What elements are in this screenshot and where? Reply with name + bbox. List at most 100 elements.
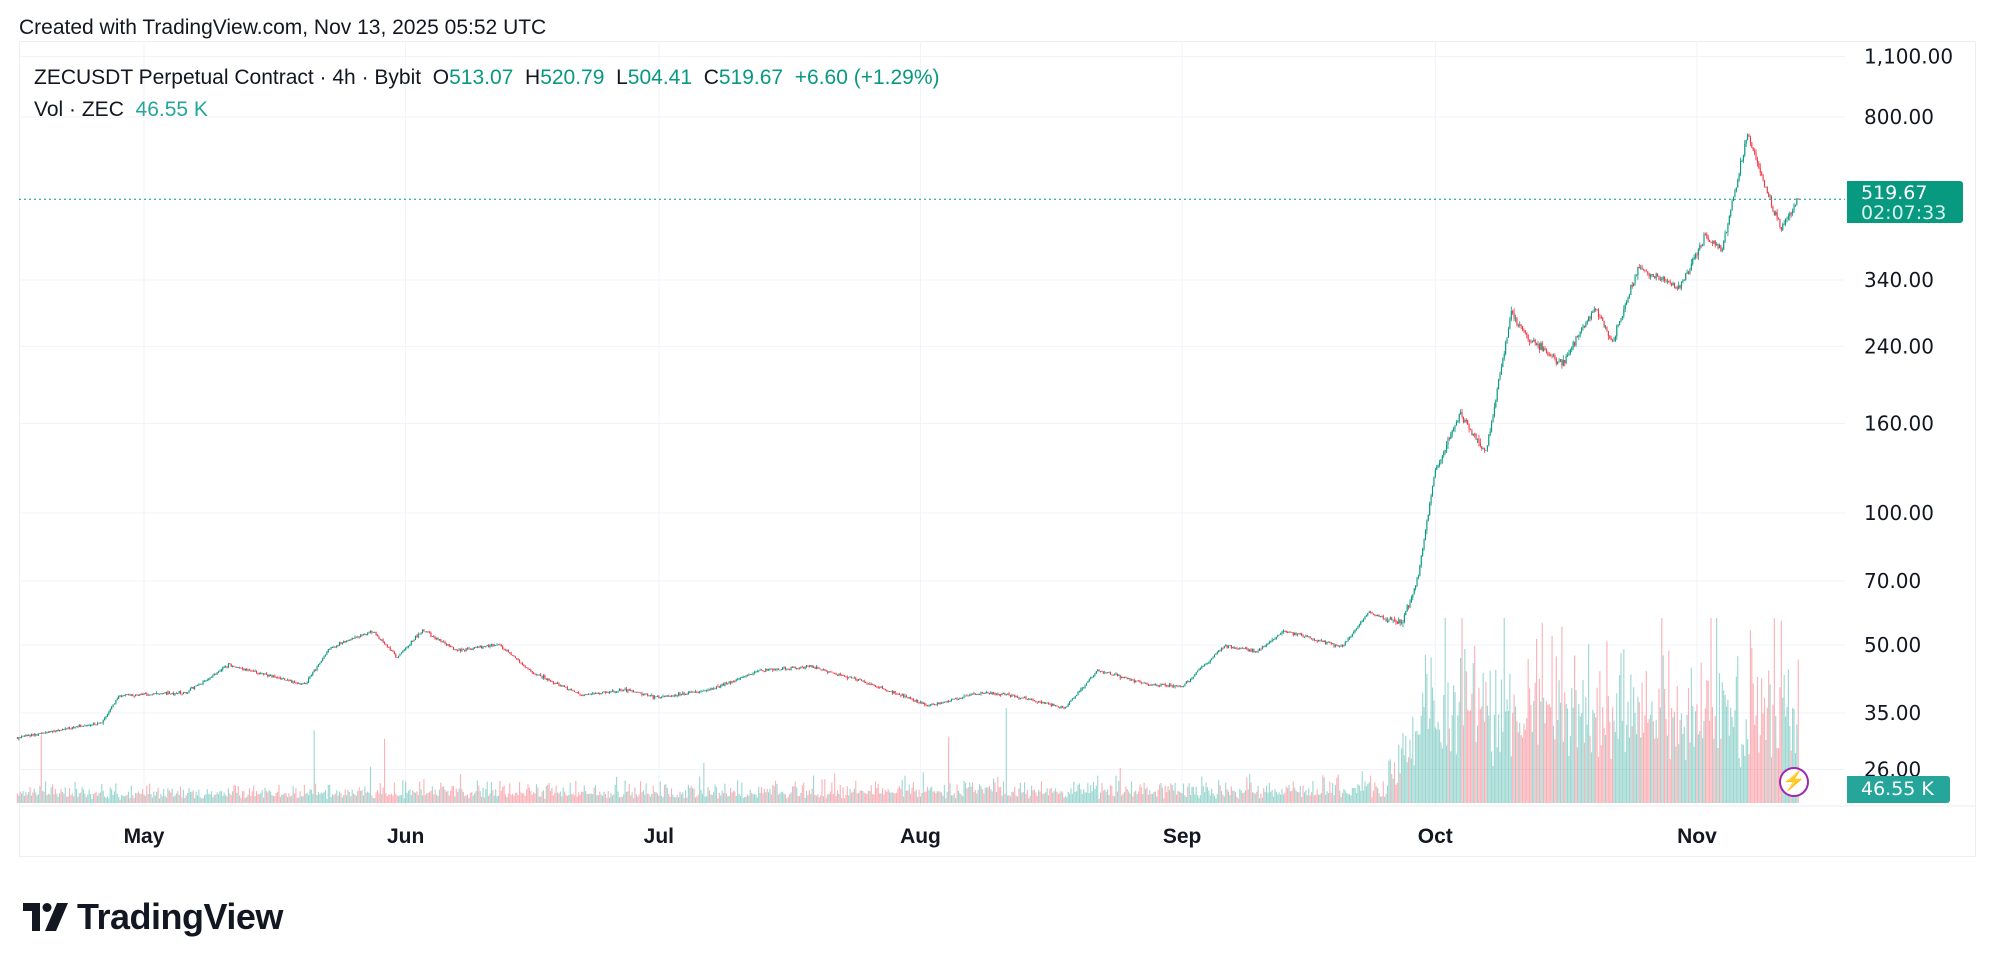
candle-body <box>528 669 530 670</box>
candle-body <box>358 636 360 638</box>
candle-body <box>537 674 539 676</box>
candle-body <box>739 677 741 679</box>
volume-bar <box>1709 720 1711 803</box>
candle-body <box>1610 337 1612 341</box>
volume-bar <box>593 787 595 803</box>
volume-bar <box>1440 742 1442 803</box>
symbol-title[interactable]: ZECUSDT Perpetual Contract · 4h · Bybit <box>34 66 422 89</box>
candle-body <box>1105 672 1107 674</box>
volume-bar <box>779 793 781 803</box>
volume-bar <box>872 794 874 803</box>
candle-body <box>1211 658 1213 660</box>
volume-bar <box>530 791 532 803</box>
candle-body <box>631 690 633 691</box>
candle-body <box>1098 669 1100 672</box>
volume-bar <box>1309 795 1311 803</box>
candle-body <box>35 734 37 736</box>
volume-bar <box>1780 620 1782 803</box>
volume-bar <box>749 789 751 803</box>
candle-body <box>212 675 214 678</box>
candle-body <box>886 689 888 691</box>
volume-bar <box>443 786 445 803</box>
candle-body <box>991 692 993 694</box>
candle-body <box>206 680 208 682</box>
candle-body <box>223 666 225 668</box>
volume-bar <box>1700 662 1702 803</box>
volume-bar <box>865 793 867 803</box>
candle-body <box>123 695 125 696</box>
volume-bar <box>1126 789 1128 803</box>
volume-bar <box>392 795 394 803</box>
tradingview-logo[interactable]: TradingView <box>23 896 283 937</box>
candle-body <box>1312 638 1314 640</box>
volume-bar <box>879 793 881 803</box>
volume-bar <box>1588 644 1590 803</box>
volume-bar <box>1668 650 1670 803</box>
volume-bar <box>509 783 511 803</box>
volume-bar <box>1538 679 1540 803</box>
candle-body <box>910 697 912 699</box>
candle-body <box>960 697 962 699</box>
volume-bar <box>319 794 321 803</box>
candle-body <box>126 694 128 695</box>
candle-body <box>1303 636 1306 638</box>
volume-bar <box>340 793 342 803</box>
candle-body <box>1053 704 1055 706</box>
candle-body <box>1588 317 1590 322</box>
candle-body <box>544 675 546 679</box>
candle-body <box>1637 267 1639 276</box>
volume-bar <box>1645 671 1647 803</box>
candle-body <box>641 692 643 696</box>
candle-body <box>1351 633 1353 637</box>
candle-body <box>791 667 794 668</box>
candle-body <box>317 664 319 667</box>
candle-body <box>552 681 554 684</box>
volume-bar <box>212 797 214 803</box>
candle-body <box>60 730 62 731</box>
grid <box>19 41 1976 807</box>
volume-bar <box>458 788 460 803</box>
volume-bar <box>398 796 400 803</box>
volume-bar <box>718 792 720 803</box>
candle-body <box>988 693 990 695</box>
volume-bar <box>337 795 339 803</box>
candle-body <box>1018 697 1020 699</box>
volume-bar <box>222 795 224 803</box>
candle-body <box>1054 705 1057 707</box>
candle-body <box>520 662 522 664</box>
candle-body <box>753 672 756 674</box>
volume-bar <box>677 797 680 803</box>
candle-body <box>1503 353 1505 358</box>
candle-body <box>1004 693 1006 695</box>
volume-bar <box>395 793 397 803</box>
volume-bar <box>1732 727 1735 803</box>
candle-body <box>1107 672 1109 674</box>
candle-body <box>1426 520 1428 531</box>
volume-bar <box>1516 721 1518 803</box>
candle-body <box>634 691 636 693</box>
candle-body <box>136 694 138 696</box>
candle-body <box>1686 271 1688 274</box>
volume-bar <box>1033 789 1035 803</box>
volume-bar <box>1661 618 1663 803</box>
volume-bar <box>457 791 459 803</box>
volume-bar <box>80 792 82 803</box>
volume-bar <box>1102 790 1104 803</box>
volume-bar <box>376 790 379 803</box>
candle-body <box>1516 318 1518 325</box>
lightning-icon[interactable]: ⚡ <box>1779 767 1809 797</box>
candle-body <box>707 689 709 691</box>
candle-body <box>672 695 674 697</box>
candle-body <box>171 693 173 695</box>
volume-bar <box>628 783 630 803</box>
volume-bar <box>900 788 902 803</box>
candle-body <box>448 644 450 647</box>
volume-title[interactable]: Vol · ZEC <box>34 98 124 121</box>
volume-bar <box>483 797 485 803</box>
candle-body <box>115 700 117 704</box>
volume-bar <box>288 793 290 803</box>
volume-bar <box>1327 793 1329 803</box>
volume-bar <box>1589 735 1591 803</box>
volume-bar <box>558 793 560 803</box>
